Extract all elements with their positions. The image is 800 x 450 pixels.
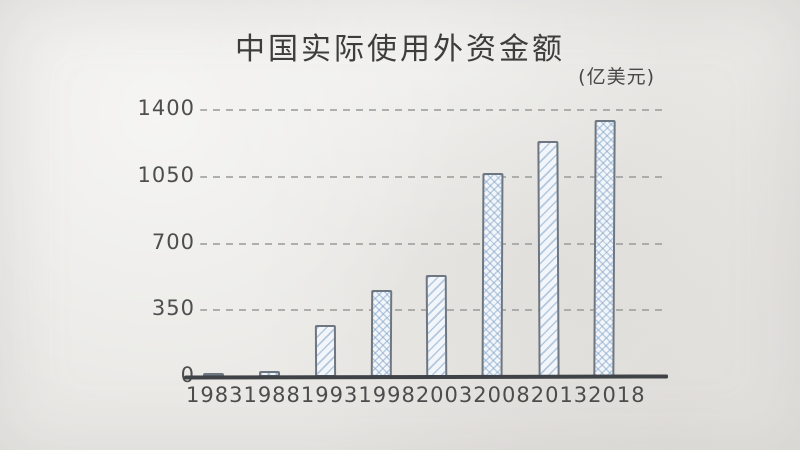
bar-column-1988 <box>242 110 298 378</box>
bar-2013 <box>537 140 560 378</box>
gridline-700 <box>200 242 666 245</box>
bar-2018 <box>592 119 616 378</box>
bar-2008 <box>481 172 504 378</box>
y-tick-label-350: 350 <box>151 296 195 321</box>
chart-title: 中国实际使用外资金额 <box>235 32 565 67</box>
x-tick-label-1993: 1993 <box>300 383 359 407</box>
gridline-1050 <box>200 175 666 178</box>
bar-1998 <box>370 290 392 378</box>
x-tick-label-2018: 2018 <box>588 383 646 407</box>
x-tick-label-1998: 1998 <box>358 383 416 407</box>
x-tick-label-2008: 2008 <box>473 383 531 407</box>
bars-area <box>186 110 632 378</box>
x-tick-label-1988: 1988 <box>243 383 301 407</box>
unit-label: (亿美元) <box>578 66 655 88</box>
bar-column-2013 <box>521 110 577 378</box>
y-tick-label-700: 700 <box>151 229 195 254</box>
bar-column-1998 <box>353 110 409 378</box>
bar-column-2008 <box>465 110 521 378</box>
bar-column-1993 <box>298 110 354 378</box>
x-axis-labels: 1983 1988 1993 1998 2003 2008 2013 2018 <box>186 383 645 407</box>
y-tick-label-0: 0 <box>95 363 195 387</box>
y-tick-label-1400: 1400 <box>137 96 195 120</box>
bar-column-1983 <box>186 110 242 378</box>
bar-1993 <box>314 324 336 378</box>
x-tick-label-2003: 2003 <box>415 383 474 407</box>
bar-2003 <box>426 274 448 378</box>
x-tick-label-1983: 1983 <box>186 383 244 407</box>
bar-column-2003 <box>409 110 465 378</box>
x-axis-line <box>183 374 669 380</box>
y-tick-label-1050: 1050 <box>137 162 195 187</box>
gridline-1400 <box>200 109 666 111</box>
bar-column-2018 <box>576 110 632 378</box>
x-tick-label-2013: 2013 <box>530 383 589 407</box>
